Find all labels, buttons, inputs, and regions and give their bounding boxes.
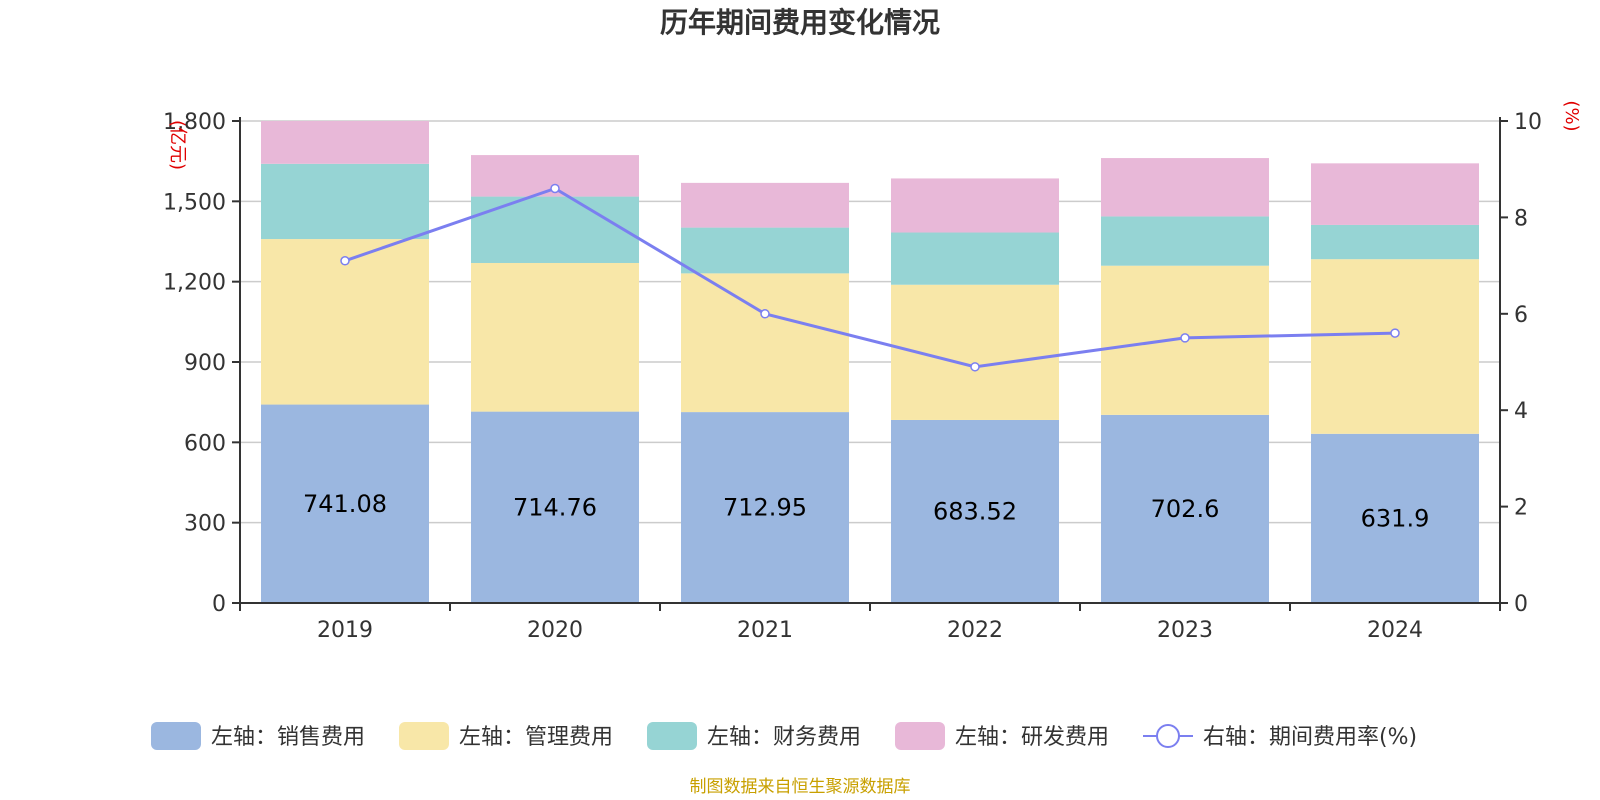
right-tick-label: 4 — [1514, 399, 1528, 424]
bar-value-label: 741.08 — [303, 490, 387, 518]
bar-value-label: 683.52 — [933, 497, 1017, 525]
left-tick-label: 0 — [212, 592, 226, 617]
bar-2019-series-2 — [261, 239, 429, 405]
data-source-note: 制图数据来自恒生聚源数据库 — [690, 777, 911, 797]
grid-lines — [240, 120, 1500, 524]
legend-swatch — [647, 722, 697, 750]
bar-2024-series-3 — [1311, 224, 1479, 260]
bar-2022-series-4 — [891, 178, 1059, 233]
rate-point-2022 — [970, 362, 980, 372]
rate-line-path — [344, 186, 1396, 369]
bar-value-labels: 741.08 714.76 712.95 683.52 702.6 631.9 — [303, 490, 1429, 533]
left-tick-label: 1,800 — [163, 110, 226, 135]
x-tick-label: 2020 — [527, 618, 583, 643]
x-tick-label: 2024 — [1367, 618, 1423, 643]
rate-point-2021 — [760, 309, 770, 319]
legend-swatch — [399, 722, 449, 750]
bar-2022-series-1 — [891, 419, 1059, 603]
bar-2021-series-1 — [681, 412, 849, 603]
left-tick-label: 300 — [184, 512, 226, 537]
left-tick-label: 1,200 — [163, 271, 226, 296]
x-tick-label: 2022 — [947, 618, 1003, 643]
bar-2020-series-1 — [471, 411, 639, 603]
bar-value-label: 631.9 — [1361, 504, 1430, 532]
legend-label: 右轴：期间费用率(%) — [1203, 725, 1417, 750]
bar-2024-series-1 — [1311, 433, 1479, 603]
rate-point-2020 — [550, 183, 560, 194]
bar-value-label: 712.95 — [723, 494, 807, 522]
bar-2023-series-3 — [1101, 216, 1269, 266]
bar-2024-series-2 — [1311, 259, 1479, 434]
right-tick-label: 8 — [1514, 206, 1528, 231]
right-axis-unit: (%) — [1561, 100, 1582, 131]
legend-label: 左轴：销售费用 — [211, 725, 365, 750]
legend-label: 左轴：管理费用 — [459, 725, 613, 750]
rate-point-2023 — [1180, 333, 1190, 343]
right-tick-label: 10 — [1514, 110, 1542, 135]
bar-2022-series-3 — [891, 232, 1059, 285]
bar-2019-series-1 — [261, 404, 429, 603]
legend-label: 左轴：研发费用 — [955, 725, 1109, 750]
legend-marker — [1156, 724, 1180, 748]
legend-label: 左轴：财务费用 — [707, 725, 861, 750]
left-axis-unit: (亿元) — [167, 120, 188, 170]
left-tick-label: 1,500 — [163, 190, 226, 215]
legend: 左轴：销售费用 左轴：管理费用 左轴：财务费用 左轴：研发费用 右轴：期间费用率(%) — [151, 722, 1417, 750]
right-tick-label: 2 — [1514, 496, 1528, 521]
bar-2021-series-2 — [681, 273, 849, 413]
rate-line — [340, 183, 1400, 372]
x-tick-label: 2021 — [737, 618, 793, 643]
rate-point-2024 — [1390, 328, 1400, 338]
bars — [261, 120, 1479, 603]
bar-2021-series-4 — [681, 182, 849, 228]
rate-point-2019 — [340, 256, 350, 266]
bar-2019-series-4 — [261, 120, 429, 164]
bar-2021-series-3 — [681, 227, 849, 274]
bar-value-label: 714.76 — [513, 493, 597, 521]
legend-swatch — [151, 722, 201, 750]
right-tick-label: 0 — [1514, 592, 1528, 617]
legend-swatch — [895, 722, 945, 750]
bar-2020-series-2 — [471, 262, 639, 412]
left-tick-label: 900 — [184, 351, 226, 376]
bar-2023-series-1 — [1101, 414, 1269, 603]
bar-2023-series-4 — [1101, 158, 1269, 217]
left-tick-label: 600 — [184, 431, 226, 456]
right-tick-label: 6 — [1514, 303, 1528, 328]
chart-title: 历年期间费用变化情况 — [660, 6, 940, 39]
x-tick-label: 2019 — [317, 618, 373, 643]
x-tick-label: 2023 — [1157, 618, 1213, 643]
bar-value-label: 702.6 — [1151, 495, 1220, 523]
bar-2019-series-3 — [261, 163, 429, 240]
bar-2020-series-3 — [471, 196, 639, 263]
bar-2024-series-4 — [1311, 163, 1479, 225]
axes: 0 300 600 900 1,200 1,500 1,800 0 2 4 6 8 10 2019 2020… — [163, 110, 1542, 643]
